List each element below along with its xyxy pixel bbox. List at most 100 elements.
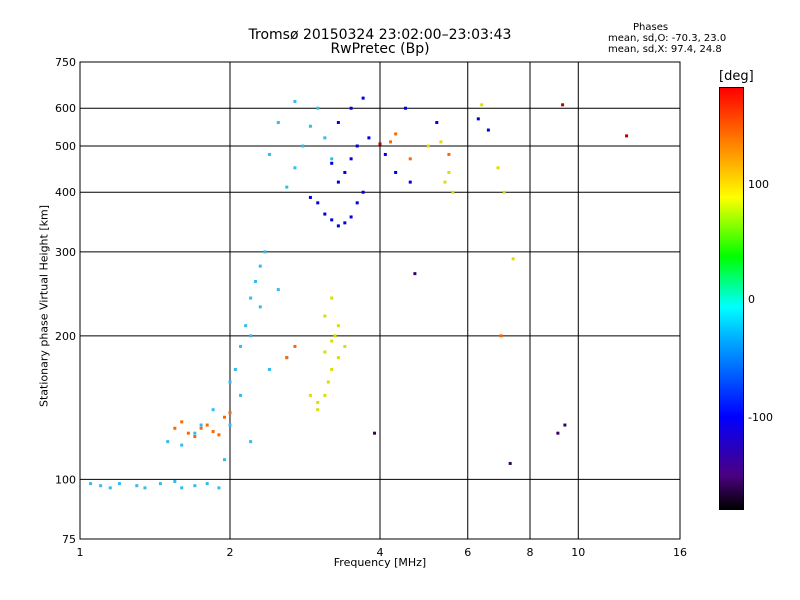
data-point [193, 484, 197, 488]
y-tick-label: 500 [55, 140, 76, 153]
data-point [413, 272, 417, 276]
data-point [330, 367, 334, 371]
data-point [323, 393, 327, 397]
data-point [285, 356, 289, 360]
data-point [193, 435, 197, 439]
data-point [199, 423, 203, 427]
data-point [173, 426, 177, 430]
data-point [217, 486, 221, 490]
data-point [435, 121, 439, 125]
data-point [378, 142, 382, 146]
chart-title: Tromsø 20150324 23:02:00–23:03:43 [248, 27, 512, 43]
y-axis-label: Stationary phase Virtual Height [km] [37, 204, 51, 408]
data-point [511, 257, 515, 261]
phases-x-mode-stats: mean, sd,X: 97.4, 24.8 [608, 44, 722, 55]
data-point [166, 440, 170, 444]
data-point [293, 166, 297, 170]
data-point [439, 140, 443, 144]
colorbar-tick-minus-100: -100 [748, 411, 773, 424]
data-point [343, 170, 347, 174]
data-point [228, 423, 232, 427]
data-point [316, 106, 320, 110]
data-point [316, 408, 320, 412]
data-point [99, 484, 103, 488]
x-tick-label: 2 [227, 546, 234, 559]
data-point [330, 157, 334, 161]
data-point [117, 482, 121, 486]
data-point [556, 431, 560, 435]
data-points [89, 96, 629, 490]
data-point [563, 423, 567, 427]
phases-o-mode-stats: mean, sd,O: -70.3, 23.0 [608, 33, 727, 44]
data-point [193, 431, 197, 435]
data-point [499, 334, 503, 338]
phase-colorbar [719, 87, 744, 510]
data-point [336, 224, 340, 228]
data-point [323, 212, 327, 216]
data-point [267, 367, 271, 371]
data-point [186, 431, 190, 435]
data-point [330, 161, 334, 165]
data-point [205, 423, 209, 427]
colorbar-tick-100: 100 [748, 178, 769, 191]
data-point [336, 356, 340, 360]
data-point [158, 482, 162, 486]
data-point [373, 431, 377, 435]
data-point [180, 443, 184, 447]
grid-lines [80, 62, 680, 539]
data-point [173, 479, 177, 483]
data-point [625, 134, 629, 138]
data-point [323, 314, 327, 318]
data-point [108, 486, 112, 490]
data-point [308, 124, 312, 128]
data-point [239, 344, 243, 348]
data-point [249, 296, 253, 300]
data-point [211, 408, 215, 412]
data-point [330, 296, 334, 300]
x-tick-label: 1 [77, 546, 84, 559]
colorbar-tick-0: 0 [748, 293, 755, 306]
data-point [180, 420, 184, 424]
data-point [451, 190, 455, 194]
data-point [285, 185, 289, 189]
data-point [217, 433, 221, 437]
plot-frame [79, 61, 681, 540]
data-point [343, 344, 347, 348]
data-point [336, 180, 340, 184]
data-point [267, 152, 271, 156]
data-point [336, 324, 340, 328]
data-point [293, 99, 297, 103]
data-point [426, 144, 430, 148]
y-tick-label: 600 [55, 102, 76, 115]
data-point [349, 215, 353, 219]
x-tick-label: 8 [527, 546, 534, 559]
data-point [323, 136, 327, 140]
data-point [389, 140, 393, 144]
data-point [326, 380, 330, 384]
data-point [135, 484, 139, 488]
data-point [223, 415, 227, 419]
data-point [486, 128, 490, 132]
data-point [316, 400, 320, 404]
x-tick-label: 16 [673, 546, 687, 559]
data-point [205, 482, 209, 486]
data-point [258, 305, 262, 309]
data-point [239, 393, 243, 397]
data-point [308, 393, 312, 397]
data-point [403, 106, 407, 110]
data-point [308, 195, 312, 199]
data-point [355, 201, 359, 205]
chart-subtitle: RwPretec (Bp) [330, 41, 430, 57]
data-point [408, 157, 412, 161]
data-point [293, 344, 297, 348]
data-point [330, 218, 334, 222]
x-axis-ticks: 1 2 4 6 8 10 16 [77, 546, 688, 559]
data-point [276, 121, 280, 125]
data-point [343, 221, 347, 225]
data-point [561, 103, 565, 107]
data-point [316, 201, 320, 205]
data-point [394, 132, 398, 136]
data-point [480, 103, 484, 107]
y-tick-label: 100 [55, 473, 76, 486]
